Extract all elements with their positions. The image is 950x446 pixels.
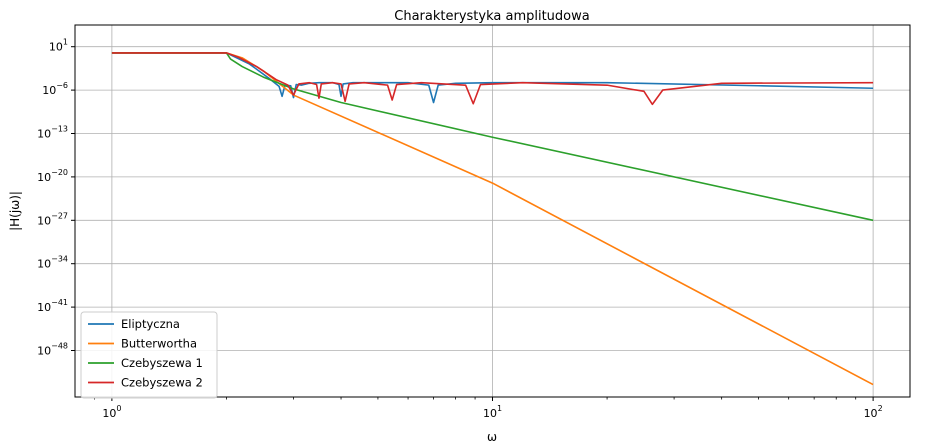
y-tick-label: 10−20 <box>37 168 68 184</box>
series-layer <box>111 52 874 386</box>
legend: Eliptyczna Butterwortha Czebyszewa 1 Czebys… <box>80 311 218 399</box>
y-tick-label: 10−13 <box>37 125 68 141</box>
grid <box>75 25 910 397</box>
y-tick-label: 10−34 <box>37 255 68 271</box>
legend-label: Czebyszewa 1 <box>121 356 203 370</box>
legend-label: Eliptyczna <box>121 317 180 331</box>
chart-title: Charakterystyka amplitudowa <box>394 9 589 24</box>
y-tick-label: 10−48 <box>37 342 68 358</box>
y-tick-label: 10−6 <box>42 81 68 97</box>
series-line <box>111 52 874 222</box>
legend-label: Czebyszewa 2 <box>121 376 203 390</box>
x-tick-label: 101 <box>483 404 502 420</box>
x-tick-label: 100 <box>102 404 121 420</box>
x-axis-label: ω <box>487 430 497 444</box>
y-tick-label: 10−27 <box>37 211 68 227</box>
x-tick-label: 102 <box>864 404 883 420</box>
legend-box <box>80 311 218 399</box>
y-tick-label: 10−41 <box>37 298 68 314</box>
legend-label: Butterwortha <box>121 337 197 351</box>
series-line <box>111 52 874 106</box>
y-axis-label: |H(jω)| <box>8 191 22 231</box>
y-tick-label: 101 <box>49 38 68 54</box>
